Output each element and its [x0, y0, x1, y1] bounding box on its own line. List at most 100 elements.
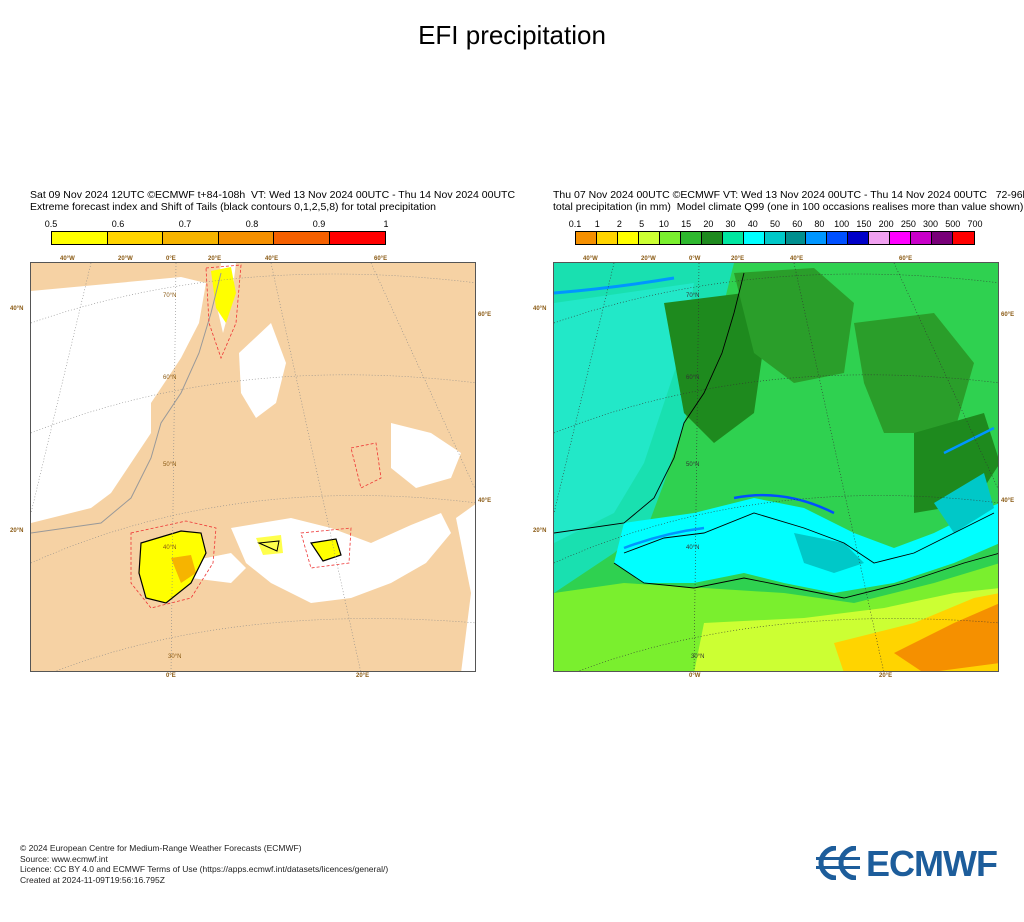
left-bottom-label-1: 20°E	[356, 673, 370, 679]
right-top-label-5: 60°E	[899, 256, 913, 262]
left_panel-colorbar-swatch	[218, 232, 274, 244]
right_panel-colorbar-swatch	[638, 232, 660, 244]
right-grid-label-60n: 60°N	[686, 375, 700, 381]
footer-created: Created at 2024-11-09T19:56:16.795Z	[20, 874, 165, 885]
right_panel-colorbar-swatch	[848, 232, 870, 244]
page-title: EFI precipitation	[418, 20, 606, 50]
right_panel-colorbar-tick: 0.1	[568, 219, 582, 229]
right_panel-colorbar-swatch	[743, 232, 765, 244]
left-right-label-1: 40°E	[478, 498, 492, 504]
right_panel-colorbar-tick: 700	[967, 219, 983, 229]
right_panel-colorbar-swatch	[911, 232, 933, 244]
right-grid-label-30n: 30°N	[691, 654, 705, 660]
left-top-label-2: 0°E	[166, 256, 176, 262]
left-grid-label-30n: 30°N	[168, 654, 182, 660]
right-bottom-label-0: 0°W	[689, 673, 701, 679]
footer-source: Source: www.ecmwf.int	[20, 853, 108, 864]
left-grid-label-40n: 40°N	[163, 545, 177, 551]
left_panel-colorbar-swatch	[163, 232, 219, 244]
right-top-label-1: 20°W	[641, 256, 656, 262]
footer-licence: Licence: CC BY 4.0 and ECMWF Terms of Us…	[20, 864, 389, 874]
left-grid-label-70n: 70°N	[163, 293, 177, 299]
left_panel-colorbar-swatch	[274, 232, 330, 244]
right_panel-colorbar-tick: 50	[769, 219, 781, 229]
right-header-line1: Thu 07 Nov 2024 00UTC ©ECMWF VT: Wed 13 …	[553, 189, 1024, 201]
right_panel-colorbar-tick: 30	[725, 219, 736, 229]
right_panel-colorbar-swatch	[680, 232, 702, 244]
right-left-label-1: 20°N	[533, 528, 547, 534]
left_panel-colorbar-tick: 0.6	[111, 219, 125, 229]
left-top-label-5: 60°E	[374, 256, 388, 262]
right_panel-colorbar-tick: 150	[856, 219, 872, 229]
right-top-label-0: 40°W	[583, 256, 598, 262]
footer: © 2024 European Centre for Medium-Range …	[20, 843, 388, 885]
footer-copyright: © 2024 European Centre for Medium-Range …	[20, 843, 302, 853]
left_panel-colorbar-tick: 1	[383, 219, 389, 229]
right_panel-colorbar-tick: 100	[834, 219, 850, 229]
right-grid-label-50n: 50°N	[686, 462, 700, 468]
left-left-label-1: 20°N	[10, 528, 24, 534]
right_panel-colorbar-swatch	[953, 232, 975, 244]
right-header-line2: total precipitation (in mm) Model climat…	[553, 201, 1024, 213]
right_panel-colorbar-swatch	[701, 232, 723, 244]
right_panel-colorbar-tick: 5	[639, 219, 645, 229]
left-top-label-4: 40°E	[265, 256, 279, 262]
right_panel-colorbar-swatch	[869, 232, 891, 244]
right_panel-colorbar-tick: 2	[616, 219, 622, 229]
right-right-label-0: 60°E	[1001, 312, 1015, 318]
right_panel-colorbar-tick: 1	[594, 219, 600, 229]
right-top-label-2: 0°W	[689, 256, 701, 262]
right_panel-colorbar-swatch	[827, 232, 849, 244]
left-grid-label-60n: 60°N	[163, 375, 177, 381]
left_panel-colorbar-tick: 0.7	[178, 219, 192, 229]
right_panel-colorbar-tick: 40	[747, 219, 758, 229]
right_panel-colorbar-tick: 80	[814, 219, 825, 229]
left_panel-colorbar-swatch	[52, 232, 108, 244]
left-header-line1: Sat 09 Nov 2024 12UTC ©ECMWF t+84-108h V…	[30, 189, 516, 201]
right_panel-colorbar-swatch	[659, 232, 681, 244]
right-colorbar	[575, 231, 975, 245]
left-grid-label-50n: 50°N	[163, 462, 177, 468]
right_panel-colorbar-tick: 250	[900, 219, 916, 229]
left-header-line2: Extreme forecast index and Shift of Tail…	[30, 201, 437, 213]
left_panel-colorbar-tick: 0.9	[312, 219, 326, 229]
left_panel-colorbar-swatch	[329, 232, 385, 244]
left-efi-map[interactable]	[30, 262, 476, 672]
left-right-label-0: 60°E	[478, 312, 492, 318]
right_panel-colorbar-swatch	[890, 232, 912, 244]
left-left-label-0: 40°N	[10, 306, 24, 312]
right_panel-colorbar-swatch	[576, 232, 597, 244]
right_panel-colorbar-swatch	[932, 232, 954, 244]
right_panel-colorbar-swatch	[764, 232, 786, 244]
left-top-label-0: 40°W	[60, 256, 75, 262]
right_panel-colorbar-swatch	[617, 232, 639, 244]
left-bottom-label-0: 0°E	[166, 673, 176, 679]
right_panel-colorbar-tick: 10	[658, 219, 669, 229]
ecmwf-logo-text: ECMWF	[866, 843, 998, 884]
right-grid-label-70n: 70°N	[686, 293, 700, 299]
right-top-label-3: 20°E	[731, 256, 745, 262]
right-left-label-0: 40°N	[533, 306, 547, 312]
ecmwf-logo: ECMWF	[814, 843, 1006, 884]
right_panel-colorbar-tick: 500	[945, 219, 961, 229]
right_panel-colorbar-swatch	[785, 232, 807, 244]
right_panel-colorbar-tick: 20	[703, 219, 714, 229]
right-top-label-4: 40°E	[790, 256, 804, 262]
right_panel-colorbar-swatch	[806, 232, 828, 244]
left_panel-colorbar-tick: 0.8	[245, 219, 259, 229]
left-top-label-3: 20°E	[208, 256, 222, 262]
right-right-label-1: 40°E	[1001, 498, 1015, 504]
right_panel-colorbar-tick: 60	[792, 219, 803, 229]
right_panel-colorbar-tick: 300	[923, 219, 939, 229]
right_panel-colorbar-tick: 200	[878, 219, 894, 229]
ecmwf-logo-icon	[816, 845, 860, 881]
right-climate-map[interactable]	[553, 262, 999, 672]
left_panel-colorbar-tick: 0.5	[44, 219, 58, 229]
left_panel-colorbar-swatch	[107, 232, 163, 244]
right_panel-colorbar-swatch	[596, 232, 618, 244]
left-colorbar	[51, 231, 386, 245]
right-bottom-label-1: 20°E	[879, 673, 893, 679]
right_panel-colorbar-swatch	[722, 232, 744, 244]
left-top-label-1: 20°W	[118, 256, 133, 262]
right-grid-label-40n: 40°N	[686, 545, 700, 551]
